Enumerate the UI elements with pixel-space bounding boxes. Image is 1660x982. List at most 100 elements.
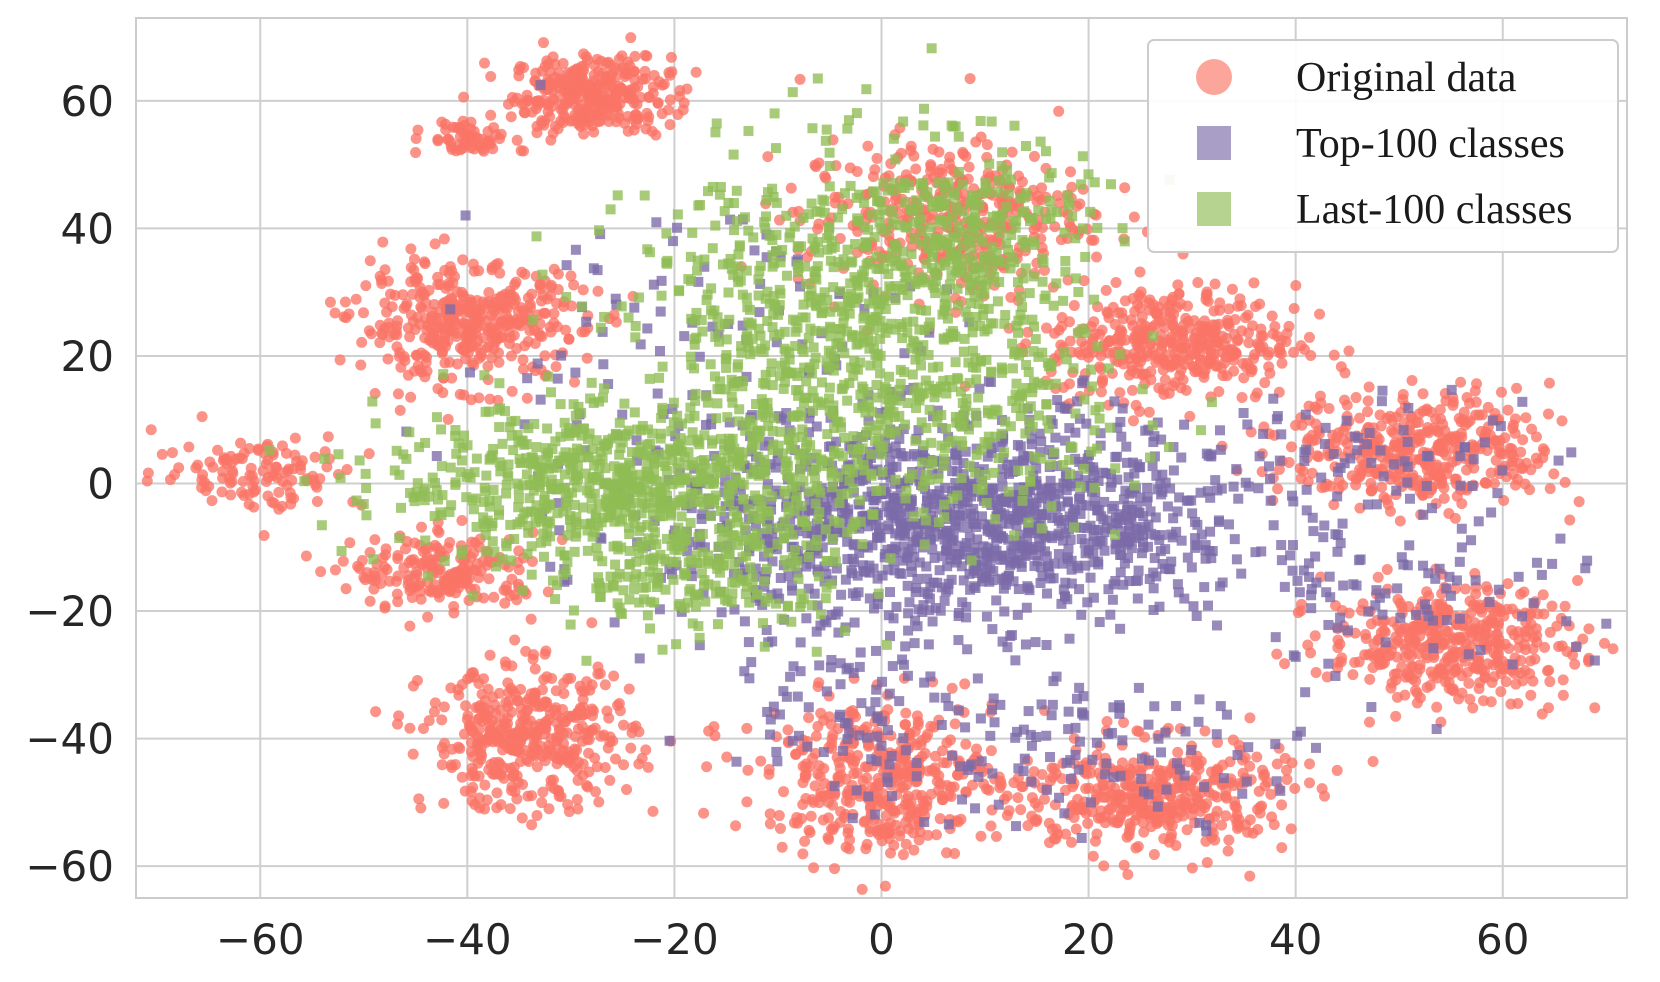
data-point — [643, 111, 655, 123]
data-point — [538, 307, 550, 319]
data-point — [504, 285, 516, 297]
data-point — [790, 749, 802, 761]
data-point — [329, 307, 341, 319]
data-point — [1502, 578, 1514, 590]
data-point — [1242, 309, 1254, 321]
data-point — [1236, 325, 1248, 337]
data-point — [606, 68, 618, 80]
data-point — [568, 279, 580, 291]
data-point — [1222, 314, 1234, 326]
data-point — [1267, 328, 1279, 340]
data-point — [1193, 758, 1205, 770]
data-point — [440, 282, 452, 294]
data-point — [1316, 472, 1327, 483]
data-point — [1196, 320, 1208, 332]
data-point — [524, 715, 536, 727]
data-point — [257, 465, 269, 477]
data-point — [352, 560, 364, 572]
data-point — [630, 109, 642, 121]
data-point — [1006, 146, 1018, 158]
data-point — [1328, 349, 1340, 361]
data-point — [1537, 443, 1549, 455]
data-point — [1515, 462, 1527, 474]
data-point — [590, 91, 602, 103]
data-point — [466, 536, 478, 548]
data-point — [1244, 870, 1256, 882]
data-point — [1464, 595, 1476, 607]
data-point — [1183, 495, 1194, 506]
data-point — [280, 447, 292, 459]
data-point — [755, 755, 767, 767]
data-point — [565, 270, 577, 282]
data-point — [1176, 535, 1187, 546]
data-point — [488, 122, 500, 134]
data-point — [1287, 565, 1298, 576]
data-point — [805, 810, 817, 822]
data-point — [1053, 105, 1065, 117]
data-point — [911, 710, 923, 722]
data-point — [621, 783, 633, 795]
data-point — [563, 806, 575, 818]
data-point — [1159, 374, 1171, 386]
data-point — [196, 411, 208, 423]
data-point — [1016, 176, 1028, 188]
data-point — [405, 309, 417, 321]
data-point — [1523, 624, 1535, 636]
data-point — [1134, 266, 1146, 278]
data-point — [608, 670, 620, 682]
data-point — [647, 805, 659, 817]
data-point — [1268, 520, 1279, 531]
data-point — [1202, 295, 1214, 307]
data-point — [477, 296, 489, 308]
data-point — [1215, 444, 1226, 455]
data-point — [1186, 862, 1198, 874]
data-point — [904, 597, 915, 608]
data-point — [894, 830, 906, 842]
data-point — [1421, 403, 1433, 415]
data-point — [1191, 610, 1202, 621]
data-point — [1511, 382, 1523, 394]
data-point — [192, 459, 204, 471]
data-point — [1417, 388, 1429, 400]
data-point — [1378, 657, 1390, 669]
data-point — [358, 572, 370, 584]
data-point — [1332, 546, 1343, 557]
data-point — [1456, 670, 1468, 682]
data-point — [429, 238, 441, 250]
data-point — [1518, 586, 1530, 598]
data-point — [1116, 431, 1127, 442]
data-point — [1030, 637, 1041, 648]
data-point — [1271, 648, 1283, 660]
data-point — [595, 109, 607, 121]
data-point — [1276, 799, 1288, 811]
data-point — [528, 649, 540, 661]
data-point — [594, 100, 606, 112]
data-point — [1036, 436, 1047, 447]
data-point — [1040, 322, 1052, 334]
data-point — [289, 432, 301, 444]
data-point — [1365, 485, 1377, 497]
data-point — [903, 625, 914, 636]
data-point — [1492, 620, 1504, 632]
data-point — [540, 716, 552, 728]
data-point — [508, 95, 520, 107]
data-point — [1242, 419, 1253, 430]
data-point — [479, 57, 491, 69]
data-point — [479, 779, 491, 791]
data-point — [823, 833, 835, 845]
data-point — [363, 448, 375, 460]
data-point — [1376, 481, 1388, 493]
data-point — [380, 543, 392, 555]
data-point — [1426, 629, 1438, 641]
data-point — [741, 722, 753, 734]
data-point — [404, 620, 416, 632]
data-point — [422, 611, 434, 623]
data-point — [415, 347, 427, 359]
data-point — [456, 771, 468, 783]
data-point — [405, 262, 417, 274]
data-point — [300, 550, 312, 562]
data-point — [1290, 419, 1302, 431]
data-point — [515, 717, 527, 729]
data-point — [1047, 771, 1059, 783]
data-point — [457, 290, 469, 302]
